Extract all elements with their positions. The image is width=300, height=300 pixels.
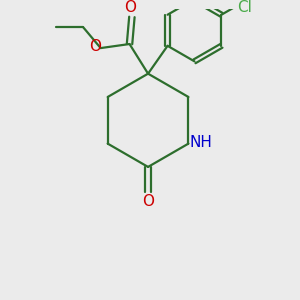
Text: NH: NH (190, 135, 212, 150)
Text: O: O (89, 39, 101, 54)
Text: O: O (124, 0, 136, 15)
Text: O: O (142, 194, 154, 209)
Text: Cl: Cl (237, 0, 252, 15)
